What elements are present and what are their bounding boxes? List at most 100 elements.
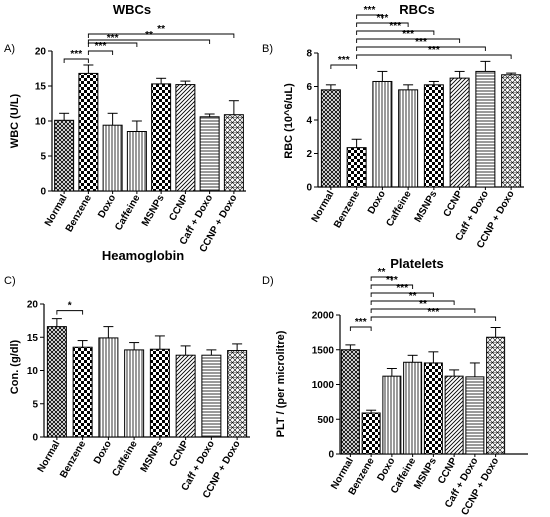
chart-title: RBCs <box>399 2 434 17</box>
significance-label: *** <box>415 37 427 48</box>
panel-label: C) <box>4 275 16 287</box>
y-tick-label: 4 <box>306 116 312 127</box>
significance-label: *** <box>338 55 350 66</box>
y-tick-label: 1500 <box>312 345 335 356</box>
bar <box>151 83 172 192</box>
panel-hemoglobin: Heamoglobin C) Con. (g/dl) 0 5 10 15 20 Norma… <box>4 248 250 500</box>
significance-bracket <box>63 58 89 63</box>
bar <box>175 84 196 192</box>
y-tick-label: 5 <box>40 152 46 163</box>
bar <box>124 349 145 438</box>
y-tick-label: 2000 <box>312 311 335 322</box>
bar <box>465 376 485 455</box>
significance-bracket <box>87 42 138 47</box>
y-tick-label: 10 <box>27 366 39 377</box>
panel-label: B) <box>262 43 273 55</box>
bar <box>403 361 423 455</box>
bar <box>201 354 222 438</box>
y-axis-label: RBC (10^6/uL) <box>283 83 295 159</box>
significance-label: *** <box>389 21 401 32</box>
panel-rbc: RBCs B) RBC (10^6/uL) 0 2 4 6 8 NormalBenzene… <box>262 2 524 250</box>
y-tick-label: 15 <box>35 82 47 93</box>
y-axis-label: Con. (g/dl) <box>9 339 21 394</box>
bar <box>126 131 147 192</box>
y-axis-label: PLT / (per microlitre) <box>275 330 287 437</box>
category-label: Doxo <box>366 189 388 216</box>
significance-bracket <box>56 310 84 315</box>
category-label: MSNPs <box>140 193 167 229</box>
significance-label: ** <box>419 299 427 310</box>
y-tick-label: 15 <box>27 333 39 344</box>
significance-bracket <box>356 14 383 19</box>
bar <box>46 326 67 438</box>
bar <box>54 119 75 192</box>
y-tick-label: 0 <box>32 433 38 444</box>
significance-bracket <box>370 284 414 289</box>
y-tick-label: 500 <box>317 415 334 426</box>
bar <box>72 346 93 438</box>
bar <box>340 349 360 455</box>
panel-platelets: Platelets D) PLT / (per microlitre) 0 500… <box>262 256 528 517</box>
bar <box>423 362 443 455</box>
bar <box>320 89 341 188</box>
bar <box>382 375 402 455</box>
y-tick-label: 0 <box>328 450 334 461</box>
significance-label: *** <box>386 275 398 286</box>
bar <box>149 348 170 438</box>
significance-label: *** <box>396 283 408 294</box>
significance-bracket <box>370 292 434 297</box>
y-tick-label: 8 <box>306 49 312 60</box>
category-label: Normal <box>310 189 337 225</box>
category-label: Doxo <box>96 193 118 220</box>
y-tick-label: 0 <box>306 183 312 194</box>
significance-bracket <box>87 39 211 44</box>
significance-label: ** <box>378 267 386 278</box>
category-label: CCNP <box>167 193 191 223</box>
significance-label: *** <box>95 41 107 52</box>
significance-bracket <box>356 22 409 27</box>
significance-bracket <box>349 326 372 331</box>
bar <box>398 89 419 188</box>
bar <box>449 77 470 188</box>
significance-label: *** <box>402 29 414 40</box>
category-label: CCNP <box>168 439 192 469</box>
bar <box>78 72 99 192</box>
bar <box>423 84 444 188</box>
bar <box>486 336 506 455</box>
significance-label: *** <box>377 13 389 24</box>
bar <box>175 354 196 438</box>
significance-bracket <box>356 38 461 43</box>
category-label: Doxo <box>92 439 114 466</box>
significance-bracket <box>370 308 476 313</box>
y-axis-label: WBC (U/L) <box>9 93 21 148</box>
significance-bracket <box>356 54 512 59</box>
bar <box>475 70 496 188</box>
panel-label: A) <box>4 43 15 55</box>
bar <box>501 74 522 188</box>
chart-title: Platelets <box>390 256 443 271</box>
y-tick-label: 20 <box>35 47 47 58</box>
category-label: Caffeine <box>110 439 139 479</box>
significance-label: *** <box>428 45 440 56</box>
y-tick-label: 1000 <box>312 380 335 391</box>
category-label: MSNPs <box>413 189 440 225</box>
bar <box>346 147 367 188</box>
significance-label: ** <box>409 291 417 302</box>
y-tick-label: 0 <box>40 187 46 198</box>
significance-bracket <box>356 46 486 51</box>
category-label: Doxo <box>375 456 397 483</box>
chart-title: WBCs <box>113 2 151 17</box>
bar <box>199 116 220 192</box>
category-label: Benzene <box>58 439 88 480</box>
category-label: CCNP <box>442 189 466 219</box>
category-label: MSNPs <box>139 439 166 475</box>
significance-bracket <box>356 30 435 35</box>
significance-label: *** <box>355 317 367 328</box>
significance-label: *** <box>364 5 376 16</box>
significance-label: *** <box>107 33 119 44</box>
y-tick-label: 2 <box>306 149 312 160</box>
significance-bracket <box>370 316 497 321</box>
panel-label: D) <box>262 275 274 287</box>
